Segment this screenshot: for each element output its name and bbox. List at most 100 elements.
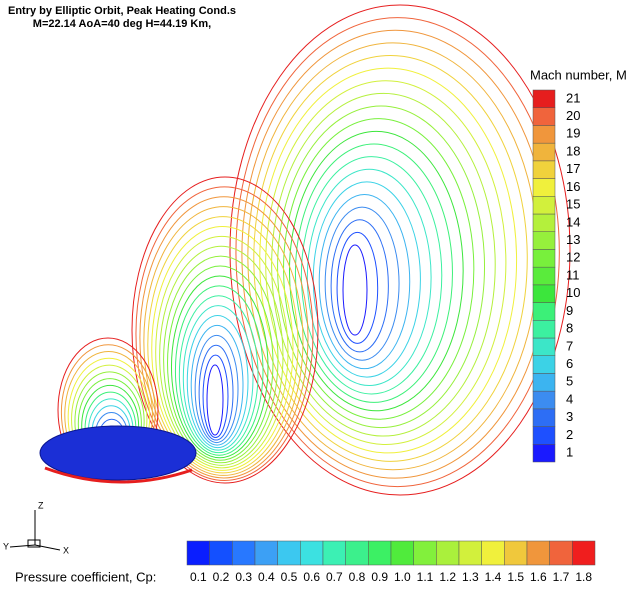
cp-swatch: [368, 540, 392, 566]
cp-label: 0.7: [326, 570, 343, 584]
contour: [170, 275, 269, 459]
axis-line: [34, 544, 61, 551]
title-line: M=22.14 AoA=40 deg H=44.19 Km,: [33, 18, 211, 30]
cp-swatch: [254, 540, 278, 566]
contours: [57, 4, 571, 496]
cp-swatch: [322, 540, 346, 566]
cp-label: 1.7: [553, 570, 570, 584]
contour: [283, 118, 475, 420]
mach-swatch: [532, 196, 556, 215]
axis-line: [9, 544, 36, 548]
cp-swatch: [277, 540, 301, 566]
mach-swatch: [532, 125, 556, 144]
mach-swatch: [532, 160, 556, 179]
cp-legend: 0.1 0.2 0.3 0.4 0.5 0.6 0.7 0.8 0.9 1.0 1.1 1.2 1.3 1…: [186, 540, 596, 584]
contour: [206, 364, 224, 436]
cp-label: 1.6: [530, 570, 547, 584]
mach-legend-title: Mach number, M: [530, 67, 627, 82]
contour: [174, 285, 264, 456]
cp-swatch: [436, 540, 460, 566]
contour: [143, 206, 304, 476]
cp-label: 0.5: [281, 570, 298, 584]
mach-label: 4: [566, 391, 573, 406]
axis-label: Z: [38, 500, 44, 510]
cp-label: 0.1: [190, 570, 207, 584]
contour: [186, 315, 249, 449]
contour: [194, 334, 239, 444]
mach-label: 3: [566, 409, 573, 424]
contour: [167, 265, 274, 461]
cp-swatch: [232, 540, 256, 566]
cp-swatch: [345, 540, 369, 566]
cp-swatch: [209, 540, 233, 566]
mach-swatch: [532, 284, 556, 303]
mach-label: 19: [566, 126, 580, 141]
mach-swatch: [532, 266, 556, 286]
cp-swatch: [549, 540, 573, 566]
contour: [135, 186, 314, 481]
contour: [159, 245, 284, 466]
mach-swatch: [532, 231, 556, 250]
mach-label: 12: [566, 250, 580, 265]
contour: [300, 156, 443, 395]
cp-label: 1.8: [575, 570, 592, 584]
contour: [318, 193, 411, 370]
contour: [182, 305, 254, 451]
cp-swatch: [481, 540, 505, 566]
cp-label: 1.4: [485, 570, 502, 584]
mach-swatch: [532, 390, 556, 410]
mach-label: 6: [566, 356, 573, 371]
mach-swatch: [532, 337, 556, 356]
mach-label: 7: [566, 338, 573, 353]
contour: [241, 29, 550, 479]
contour: [324, 206, 400, 361]
cp-label: 0.9: [371, 570, 388, 584]
mach-label: 17: [566, 161, 580, 176]
mach-label: 13: [566, 232, 580, 247]
cp-swatch: [504, 540, 528, 566]
contour: [190, 324, 244, 446]
mach-label: 11: [566, 267, 580, 282]
mach-swatch: [532, 408, 556, 427]
contour: [202, 354, 229, 439]
mach-swatch: [532, 302, 556, 321]
mach-swatch: [532, 320, 556, 339]
contour: [265, 80, 507, 445]
contour: [178, 295, 259, 454]
cp-swatch: [458, 540, 482, 566]
mach-label: 21: [566, 90, 580, 105]
mach-label: 2: [566, 427, 573, 442]
mach-swatch: [532, 142, 556, 162]
mach-label: 15: [566, 197, 580, 212]
axis-triad: Z Y X: [3, 500, 69, 555]
mach-swatch: [532, 107, 556, 126]
mach-swatch: [532, 444, 556, 463]
mach-swatch: [532, 373, 556, 392]
mach-swatch: [532, 213, 556, 232]
mach-label: 10: [566, 285, 580, 300]
cp-swatch: [186, 540, 210, 566]
mach-label: 14: [566, 214, 580, 229]
vehicle-body: [39, 425, 197, 481]
cp-swatch: [413, 540, 437, 566]
cp-label: 1.1: [417, 570, 434, 584]
contour: [151, 225, 294, 471]
contour: [235, 17, 560, 488]
axis-label: X: [63, 545, 69, 555]
contour: [336, 231, 379, 344]
contour: [139, 196, 309, 479]
mach-label: 9: [566, 303, 573, 318]
mach-swatch: [532, 89, 556, 108]
contour: [330, 219, 389, 353]
mach-label: 8: [566, 321, 573, 336]
cp-label: 0.4: [258, 570, 275, 584]
cp-label: 0.6: [303, 570, 320, 584]
contour: [288, 130, 464, 412]
heating-edge: [44, 466, 193, 484]
cp-legend-title: Pressure coefficient, Cp:: [15, 569, 156, 584]
cp-swatch: [300, 540, 324, 566]
cp-label: 0.3: [235, 570, 252, 584]
cp-label: 0.8: [349, 570, 366, 584]
cp-label: 1.2: [439, 570, 456, 584]
